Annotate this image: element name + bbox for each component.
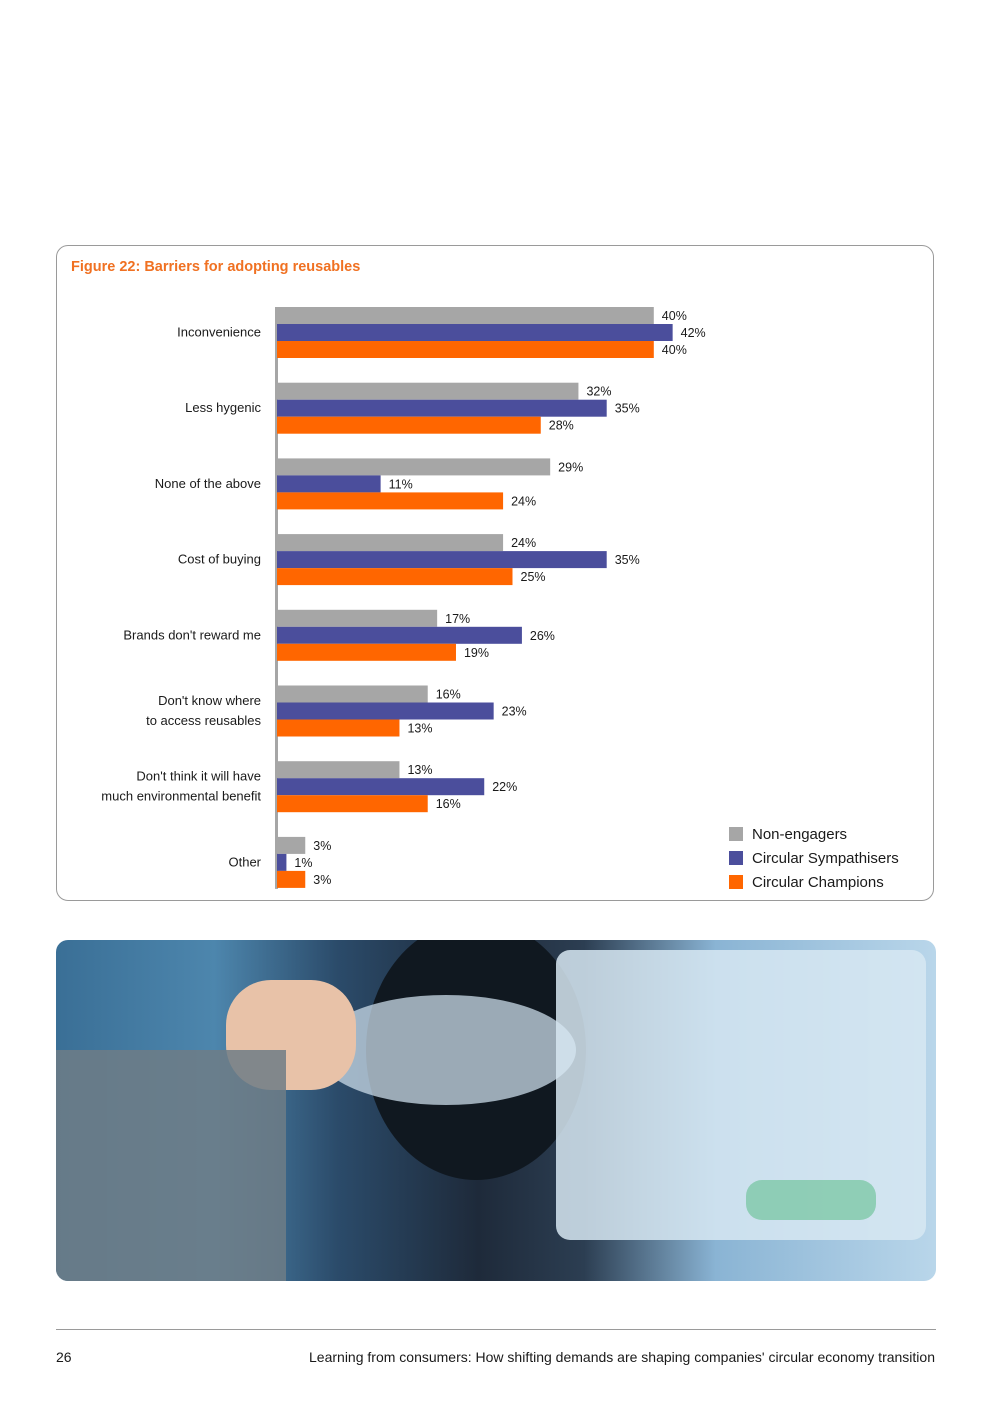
bar-non-engagers xyxy=(277,609,438,627)
bar-non-engagers xyxy=(277,458,551,476)
bar-circular-sympathisers xyxy=(277,778,485,796)
bar-non-engagers xyxy=(277,761,400,779)
screen-illustration xyxy=(556,950,926,1240)
bar-non-engagers xyxy=(277,382,579,400)
bar-circular-sympathisers xyxy=(277,853,287,871)
bar-circular-champions xyxy=(277,492,504,510)
data-label: 42% xyxy=(681,326,706,340)
legend-swatch xyxy=(729,875,743,889)
category-label: to access reusables xyxy=(146,713,261,728)
chart-legend: Non-engagers Circular Sympathisers Circu… xyxy=(729,822,899,894)
figure-22-box: Figure 22: Barriers for adopting reusabl… xyxy=(56,245,934,901)
sleeve-illustration xyxy=(56,1050,286,1281)
bar-non-engagers xyxy=(277,836,306,854)
recycling-machine-photo xyxy=(56,940,936,1281)
bar-circular-champions xyxy=(277,719,400,737)
data-label: 11% xyxy=(389,477,413,491)
data-label: 23% xyxy=(502,705,527,719)
bar-circular-champions xyxy=(277,795,428,813)
bar-circular-champions xyxy=(277,341,654,358)
data-label: 24% xyxy=(511,536,536,550)
bar-circular-champions xyxy=(277,416,541,434)
data-label: 16% xyxy=(436,688,461,702)
data-label: 16% xyxy=(436,797,461,811)
bar-circular-sympathisers xyxy=(277,399,607,417)
legend-swatch xyxy=(729,851,743,865)
data-label: 1% xyxy=(294,856,312,870)
data-label: 3% xyxy=(313,839,331,853)
data-label: 28% xyxy=(549,419,574,433)
data-label: 35% xyxy=(615,402,640,416)
category-label: Inconvenience xyxy=(177,325,261,340)
bar-circular-sympathisers xyxy=(277,324,673,341)
bar-circular-sympathisers xyxy=(277,475,381,493)
data-label: 26% xyxy=(530,629,555,643)
category-label: Less hygenic xyxy=(185,400,261,415)
y-axis-line xyxy=(275,307,278,889)
page-number: 26 xyxy=(56,1349,72,1365)
footer-divider xyxy=(56,1329,936,1330)
bar-chart: Inconvenience 40% 42% 40% Less hygenic 32% 35%… xyxy=(101,307,706,889)
photo-illustration xyxy=(56,940,926,1281)
category-label: None of the above xyxy=(155,476,261,491)
bar-non-engagers xyxy=(277,307,654,324)
bar-non-engagers xyxy=(277,685,428,703)
legend-label: Circular Sympathisers xyxy=(752,849,899,867)
category-label: Brands don't reward me xyxy=(123,627,261,642)
category-label: much environmental benefit xyxy=(101,789,261,804)
data-label: 13% xyxy=(407,722,432,736)
bar-circular-sympathisers xyxy=(277,626,522,644)
data-label: 40% xyxy=(662,343,687,357)
data-label: 13% xyxy=(407,763,432,777)
category-label: Don't know where xyxy=(158,693,261,708)
legend-swatch xyxy=(729,827,743,841)
screen-button-illustration xyxy=(746,1180,876,1220)
data-label: 25% xyxy=(521,570,546,584)
bar-circular-sympathisers xyxy=(277,702,494,720)
category-label: Don't think it will have xyxy=(136,769,261,784)
bottle-illustration xyxy=(316,995,576,1105)
data-label: 24% xyxy=(511,494,536,508)
data-label: 17% xyxy=(445,612,470,626)
category-label: Cost of buying xyxy=(178,552,261,567)
legend-item-circular-champions: Circular Champions xyxy=(729,870,899,894)
legend-item-circular-sympathisers: Circular Sympathisers xyxy=(729,846,899,870)
bar-circular-champions xyxy=(277,568,513,586)
figure-title: Figure 22: Barriers for adopting reusabl… xyxy=(71,259,361,275)
legend-item-non-engagers: Non-engagers xyxy=(729,822,899,846)
legend-label: Circular Champions xyxy=(752,873,884,891)
category-label: Other xyxy=(228,854,261,869)
data-label: 3% xyxy=(313,873,331,887)
data-label: 32% xyxy=(586,385,611,399)
data-label: 22% xyxy=(492,780,517,794)
legend-label: Non-engagers xyxy=(752,825,848,843)
bar-circular-sympathisers xyxy=(277,551,607,569)
data-label: 40% xyxy=(662,309,687,323)
bar-circular-champions xyxy=(277,870,306,888)
data-label: 19% xyxy=(464,646,489,660)
data-label: 35% xyxy=(615,553,640,567)
bar-circular-champions xyxy=(277,643,456,661)
footer-title: Learning from consumers: How shifting de… xyxy=(309,1349,935,1365)
bar-non-engagers xyxy=(277,534,504,552)
data-label: 29% xyxy=(558,460,583,474)
